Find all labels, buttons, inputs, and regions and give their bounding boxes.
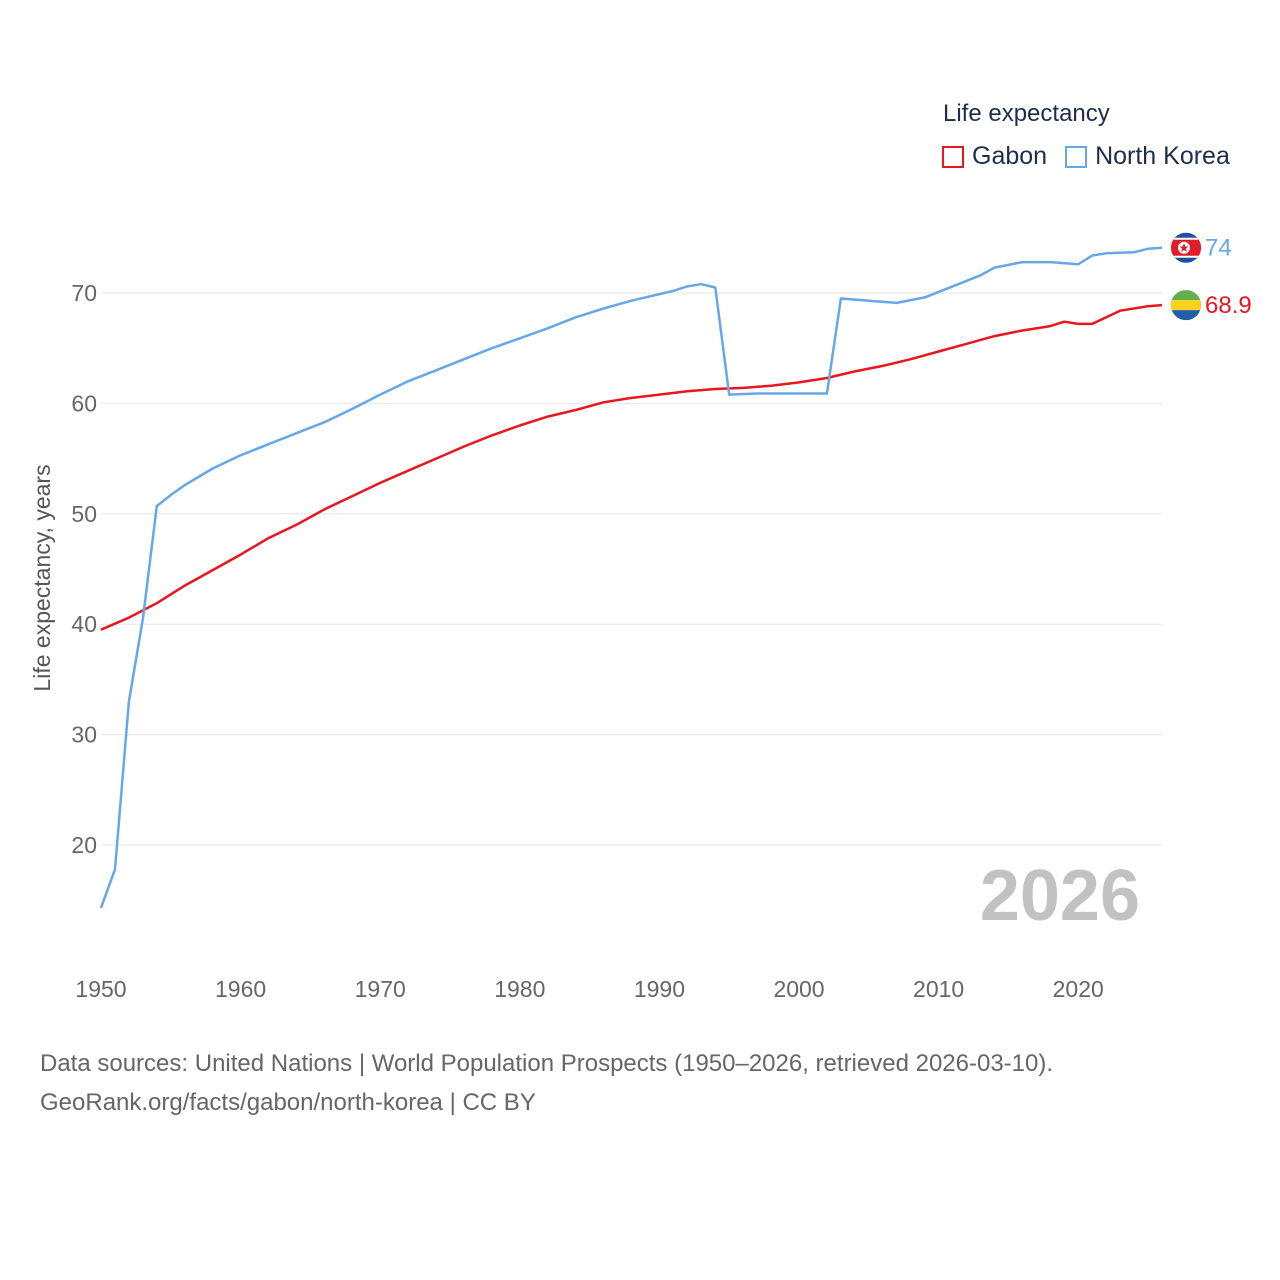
legend-label-north-korea: North Korea (1095, 142, 1230, 170)
x-tick-label: 1980 (494, 976, 545, 1002)
legend: Gabon North Korea (942, 142, 1248, 171)
legend-title: Life expectancy (943, 100, 1110, 127)
y-tick-label: 50 (71, 501, 97, 527)
y-tick-label: 40 (71, 611, 97, 637)
legend-item-gabon[interactable]: Gabon (942, 142, 1047, 171)
y-tick-label: 60 (71, 390, 97, 416)
series-lines (99, 246, 1163, 909)
legend-item-north-korea[interactable]: North Korea (1065, 142, 1230, 171)
x-tick-label: 1970 (355, 976, 406, 1002)
north-korea-flag-icon (1170, 232, 1202, 264)
y-tick-label: 20 (71, 832, 97, 858)
end-label-gabon: 68.9 (1205, 292, 1252, 319)
series-end-markers: 68.9 74 (1170, 232, 1252, 321)
x-axis-ticks: 1950 1960 1970 1980 1990 2000 2010 2020 (75, 976, 1103, 1002)
year-watermark: 2026 (980, 856, 1140, 936)
legend-swatch-north-korea (1065, 145, 1088, 168)
source-link[interactable]: GeoRank.org/facts/gabon/north-korea | CC… (40, 1089, 536, 1116)
y-axis-label: Life expectancy, years (29, 464, 55, 691)
x-tick-label: 2000 (773, 976, 824, 1002)
series-line-gabon[interactable] (100, 303, 1163, 631)
grid-lines (101, 292, 1162, 846)
x-tick-label: 2020 (1053, 976, 1104, 1002)
series-line-north-korea[interactable] (99, 246, 1163, 909)
x-tick-label: 1950 (75, 976, 126, 1002)
x-tick-label: 1960 (215, 976, 266, 1002)
y-tick-label: 30 (71, 722, 97, 748)
data-sources: Data sources: United Nations | World Pop… (40, 1050, 1054, 1077)
y-tick-label: 70 (71, 280, 97, 306)
legend-swatch-gabon (942, 145, 964, 168)
legend-label-gabon: Gabon (972, 142, 1048, 170)
y-axis-ticks: 20 30 40 50 60 70 (71, 280, 97, 858)
x-tick-label: 1990 (634, 976, 685, 1002)
gabon-flag-icon (1170, 289, 1202, 321)
footer: Data sources: United Nations | World Pop… (40, 1044, 1053, 1122)
x-tick-label: 2010 (913, 976, 964, 1002)
end-label-north-korea: 74 (1205, 235, 1232, 262)
